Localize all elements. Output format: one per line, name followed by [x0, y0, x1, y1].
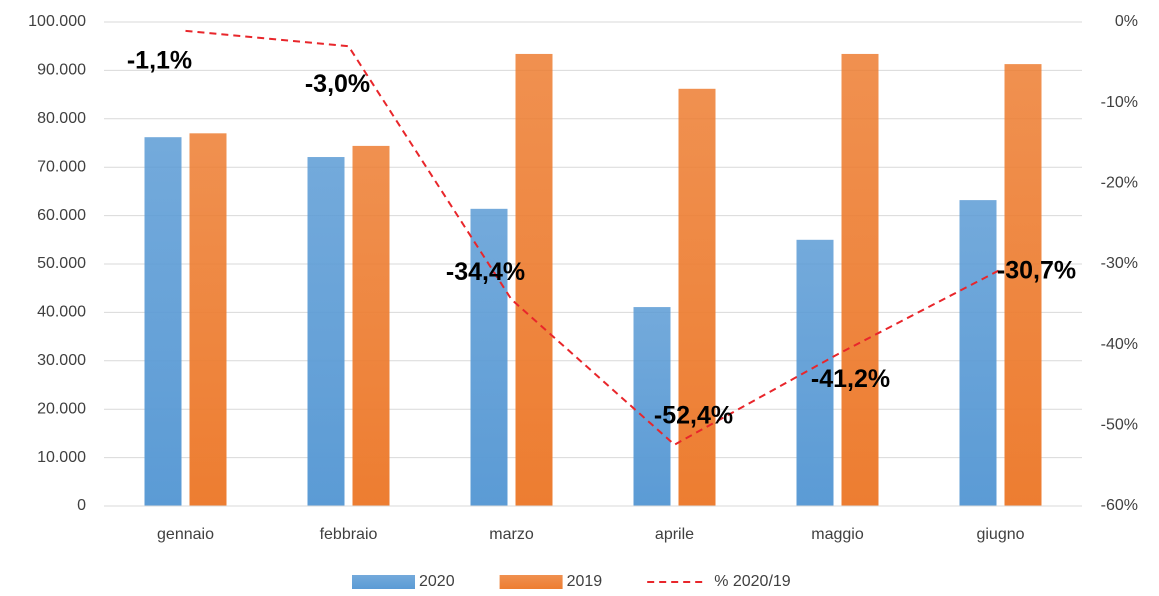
y-tick-label: 80.000	[37, 110, 86, 127]
bar	[352, 145, 390, 507]
bar	[189, 133, 227, 506]
y2-tick-label: -40%	[1101, 336, 1138, 353]
y-tick-label: 30.000	[37, 352, 86, 369]
y2-tick-label: -20%	[1101, 175, 1138, 192]
bar	[515, 53, 553, 506]
y-tick-label: 90.000	[37, 62, 86, 79]
y-tick-label: 10.000	[37, 449, 86, 466]
bar	[959, 200, 997, 506]
y2-tick-label: -60%	[1101, 497, 1138, 514]
bar	[633, 307, 671, 506]
bar	[678, 88, 716, 507]
data-label: -30,7%	[997, 256, 1076, 284]
bar	[1004, 64, 1042, 506]
data-label: -52,4%	[654, 401, 733, 429]
legend-label: 2020	[419, 573, 455, 590]
legend-label: % 2020/19	[714, 573, 791, 590]
y2-tick-label: -10%	[1101, 94, 1138, 111]
x-tick-label: aprile	[655, 526, 694, 543]
bar	[470, 208, 508, 506]
data-label: -41,2%	[811, 365, 890, 393]
data-label: -1,1%	[127, 46, 192, 74]
data-label: -34,4%	[446, 258, 525, 286]
y2-tick-label: 0%	[1115, 13, 1138, 30]
legend-swatch	[352, 575, 415, 589]
line-series	[185, 29, 1001, 446]
y-tick-label: 0	[77, 497, 86, 514]
y-tick-label: 60.000	[37, 207, 86, 224]
bar	[307, 157, 345, 506]
x-tick-label: marzo	[489, 526, 534, 543]
x-tick-label: maggio	[811, 526, 864, 543]
y2-tick-label: -30%	[1101, 255, 1138, 272]
data-label: -3,0%	[305, 70, 370, 98]
x-tick-label: febbraio	[320, 526, 378, 543]
y-tick-label: 50.000	[37, 255, 86, 272]
legend-swatch	[499, 575, 563, 589]
y2-tick-label: -50%	[1101, 417, 1138, 434]
legend-label: 2019	[567, 573, 603, 590]
bar	[841, 53, 879, 506]
y-tick-label: 100.000	[28, 13, 86, 30]
y-tick-label: 20.000	[37, 400, 86, 417]
bar	[144, 137, 182, 506]
y-tick-label: 70.000	[37, 158, 86, 175]
y-tick-label: 40.000	[37, 304, 86, 321]
x-tick-label: gennaio	[157, 526, 214, 543]
x-tick-label: giugno	[976, 526, 1024, 543]
